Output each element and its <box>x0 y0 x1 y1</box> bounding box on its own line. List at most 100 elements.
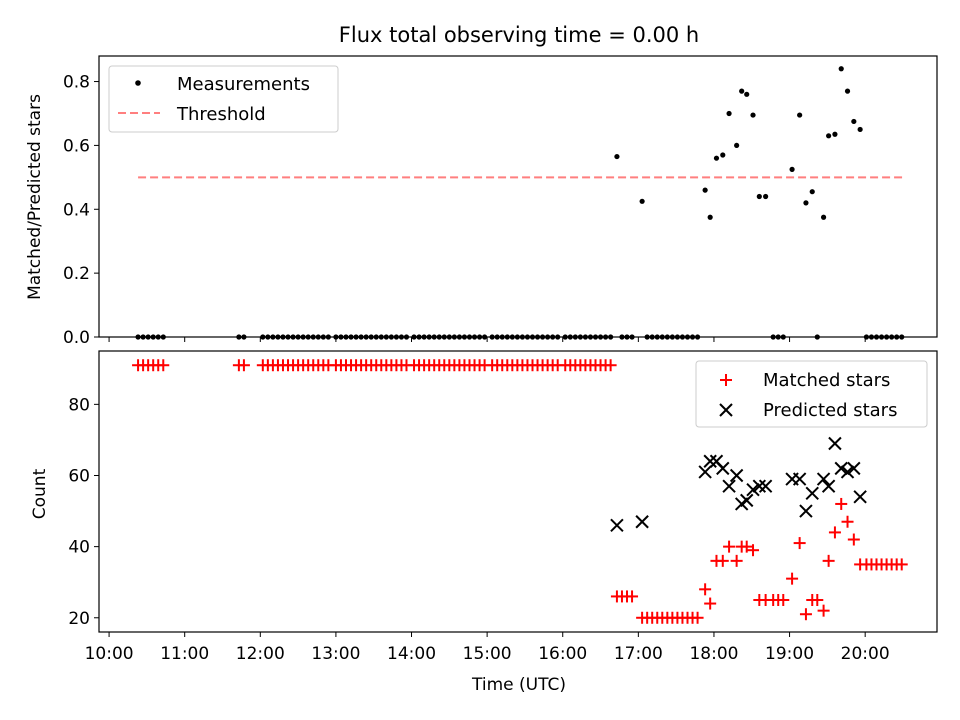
measurement-point <box>857 126 863 133</box>
x-axis-label: Time (UTC) <box>471 675 566 695</box>
x-tick-label: 20:00 <box>841 644 890 664</box>
measurement-point <box>734 142 740 149</box>
x-tick-label: 17:00 <box>614 644 663 664</box>
measurement-point <box>707 214 713 220</box>
legend-measurements-marker <box>135 80 141 86</box>
top-y-tick-label: 0.6 <box>63 136 90 156</box>
predicted-star-point <box>610 518 624 532</box>
matched-star-point <box>786 572 799 585</box>
predicted-star-point <box>752 479 767 493</box>
top-y-tick-label: 0.4 <box>63 200 90 220</box>
measurement-point <box>702 187 708 193</box>
x-tick-label: 15:00 <box>463 644 512 664</box>
top-legend: Measurements Threshold <box>108 65 339 133</box>
measurement-point <box>744 91 750 97</box>
bottom-legend-box <box>695 360 928 428</box>
matched-star-point <box>828 526 841 539</box>
predicted-star-point <box>847 461 861 476</box>
legend-matched-marker <box>720 374 732 386</box>
predicted-star-point <box>758 479 773 493</box>
top-y-axis-label: Matched/Predicted stars <box>25 94 45 300</box>
matched-star-point <box>699 583 712 596</box>
bottom-y-ticks: 20 40 60 80 <box>68 395 99 629</box>
matched-star-point <box>157 359 170 372</box>
predicted-star-point <box>853 490 867 504</box>
legend-predicted-marker <box>719 403 733 417</box>
matched-star-point <box>841 515 854 528</box>
top-y-tick-label: 0.8 <box>63 73 90 93</box>
bottom-plot-area <box>132 359 908 624</box>
bottom-x-ticks: 10:00 11:00 12:00 13:00 14:00 15:00 16:00 17:00… <box>85 632 890 664</box>
predicted-star-point <box>828 436 842 451</box>
predicted-star-point <box>805 486 819 500</box>
matched-star-point <box>604 359 617 372</box>
top-panel: Flux total observing time = 0.00 h 0.00.… <box>25 23 938 348</box>
measurement-point <box>720 152 726 158</box>
matched-star-point <box>835 497 848 510</box>
matched-star-point <box>799 608 812 621</box>
measurement-point <box>820 214 827 220</box>
bottom-y-axis-label: Count <box>30 468 50 519</box>
matched-star-point <box>793 537 806 550</box>
measurement-point <box>756 193 762 200</box>
x-tick-label: 10:00 <box>85 644 134 664</box>
measurement-point <box>726 110 732 117</box>
matched-star-point <box>817 604 830 617</box>
measurement-point <box>639 198 645 204</box>
legend-threshold-label: Threshold <box>176 104 266 125</box>
predicted-star-point <box>746 483 760 497</box>
top-chart-title: Flux total observing time = 0.00 h <box>339 23 699 47</box>
measurement-point <box>838 66 844 72</box>
bottom-y-tick-label: 60 <box>68 466 90 486</box>
matched-star-point <box>691 611 704 624</box>
x-tick-label: 19:00 <box>765 644 814 664</box>
measurement-point <box>832 131 838 137</box>
measurement-point <box>851 118 857 125</box>
x-tick-label: 12:00 <box>236 644 285 664</box>
matched-star-point <box>895 558 908 571</box>
predicted-star-point <box>792 472 807 486</box>
predicted-star-point <box>816 472 831 486</box>
legend-matched-label: Matched stars <box>763 370 890 391</box>
matched-star-point <box>847 533 860 546</box>
x-tick-label: 11:00 <box>160 644 209 664</box>
predicted-star-point <box>834 461 848 476</box>
x-tick-label: 14:00 <box>387 644 436 664</box>
measurement-point <box>826 133 832 139</box>
matched-star-point <box>716 554 729 567</box>
top-y-tick-label: 0.2 <box>63 264 90 284</box>
measurement-point <box>739 88 745 94</box>
bottom-axes-frame <box>98 350 938 633</box>
bottom-y-tick-label: 80 <box>68 395 90 415</box>
matched-star-point <box>822 554 835 567</box>
measurement-point <box>789 166 795 172</box>
legend-measurements-label: Measurements <box>177 74 310 95</box>
matched-star-point <box>626 590 639 603</box>
top-legend-box <box>108 65 339 133</box>
x-tick-label: 13:00 <box>311 644 360 664</box>
bottom-legend: Matched stars Predicted stars <box>695 360 928 428</box>
predicted-star-point <box>722 479 736 493</box>
predicted-star-point <box>840 465 855 479</box>
matched-star-point <box>740 540 753 553</box>
measurement-point <box>844 88 851 94</box>
top-axes-frame <box>98 55 938 338</box>
measurement-point <box>713 155 720 161</box>
measurement-point <box>809 189 815 195</box>
legend-predicted-label: Predicted stars <box>763 400 897 421</box>
measurement-point <box>614 153 620 160</box>
predicted-star-point <box>703 454 717 468</box>
predicted-star-point <box>635 515 649 529</box>
matched-star-point <box>777 593 790 606</box>
measurement-point <box>803 200 809 206</box>
top-y-tick-label: 0.0 <box>63 328 90 348</box>
measurement-point <box>750 112 756 118</box>
predicted-star-point <box>729 468 744 483</box>
matched-star-point <box>811 593 824 606</box>
x-tick-label: 16:00 <box>538 644 587 664</box>
bottom-y-tick-label: 20 <box>68 609 90 629</box>
measurement-point <box>763 193 769 200</box>
predicted-star-point <box>698 465 712 479</box>
top-y-ticks: 0.0 0.2 0.4 0.6 0.8 <box>63 73 99 348</box>
